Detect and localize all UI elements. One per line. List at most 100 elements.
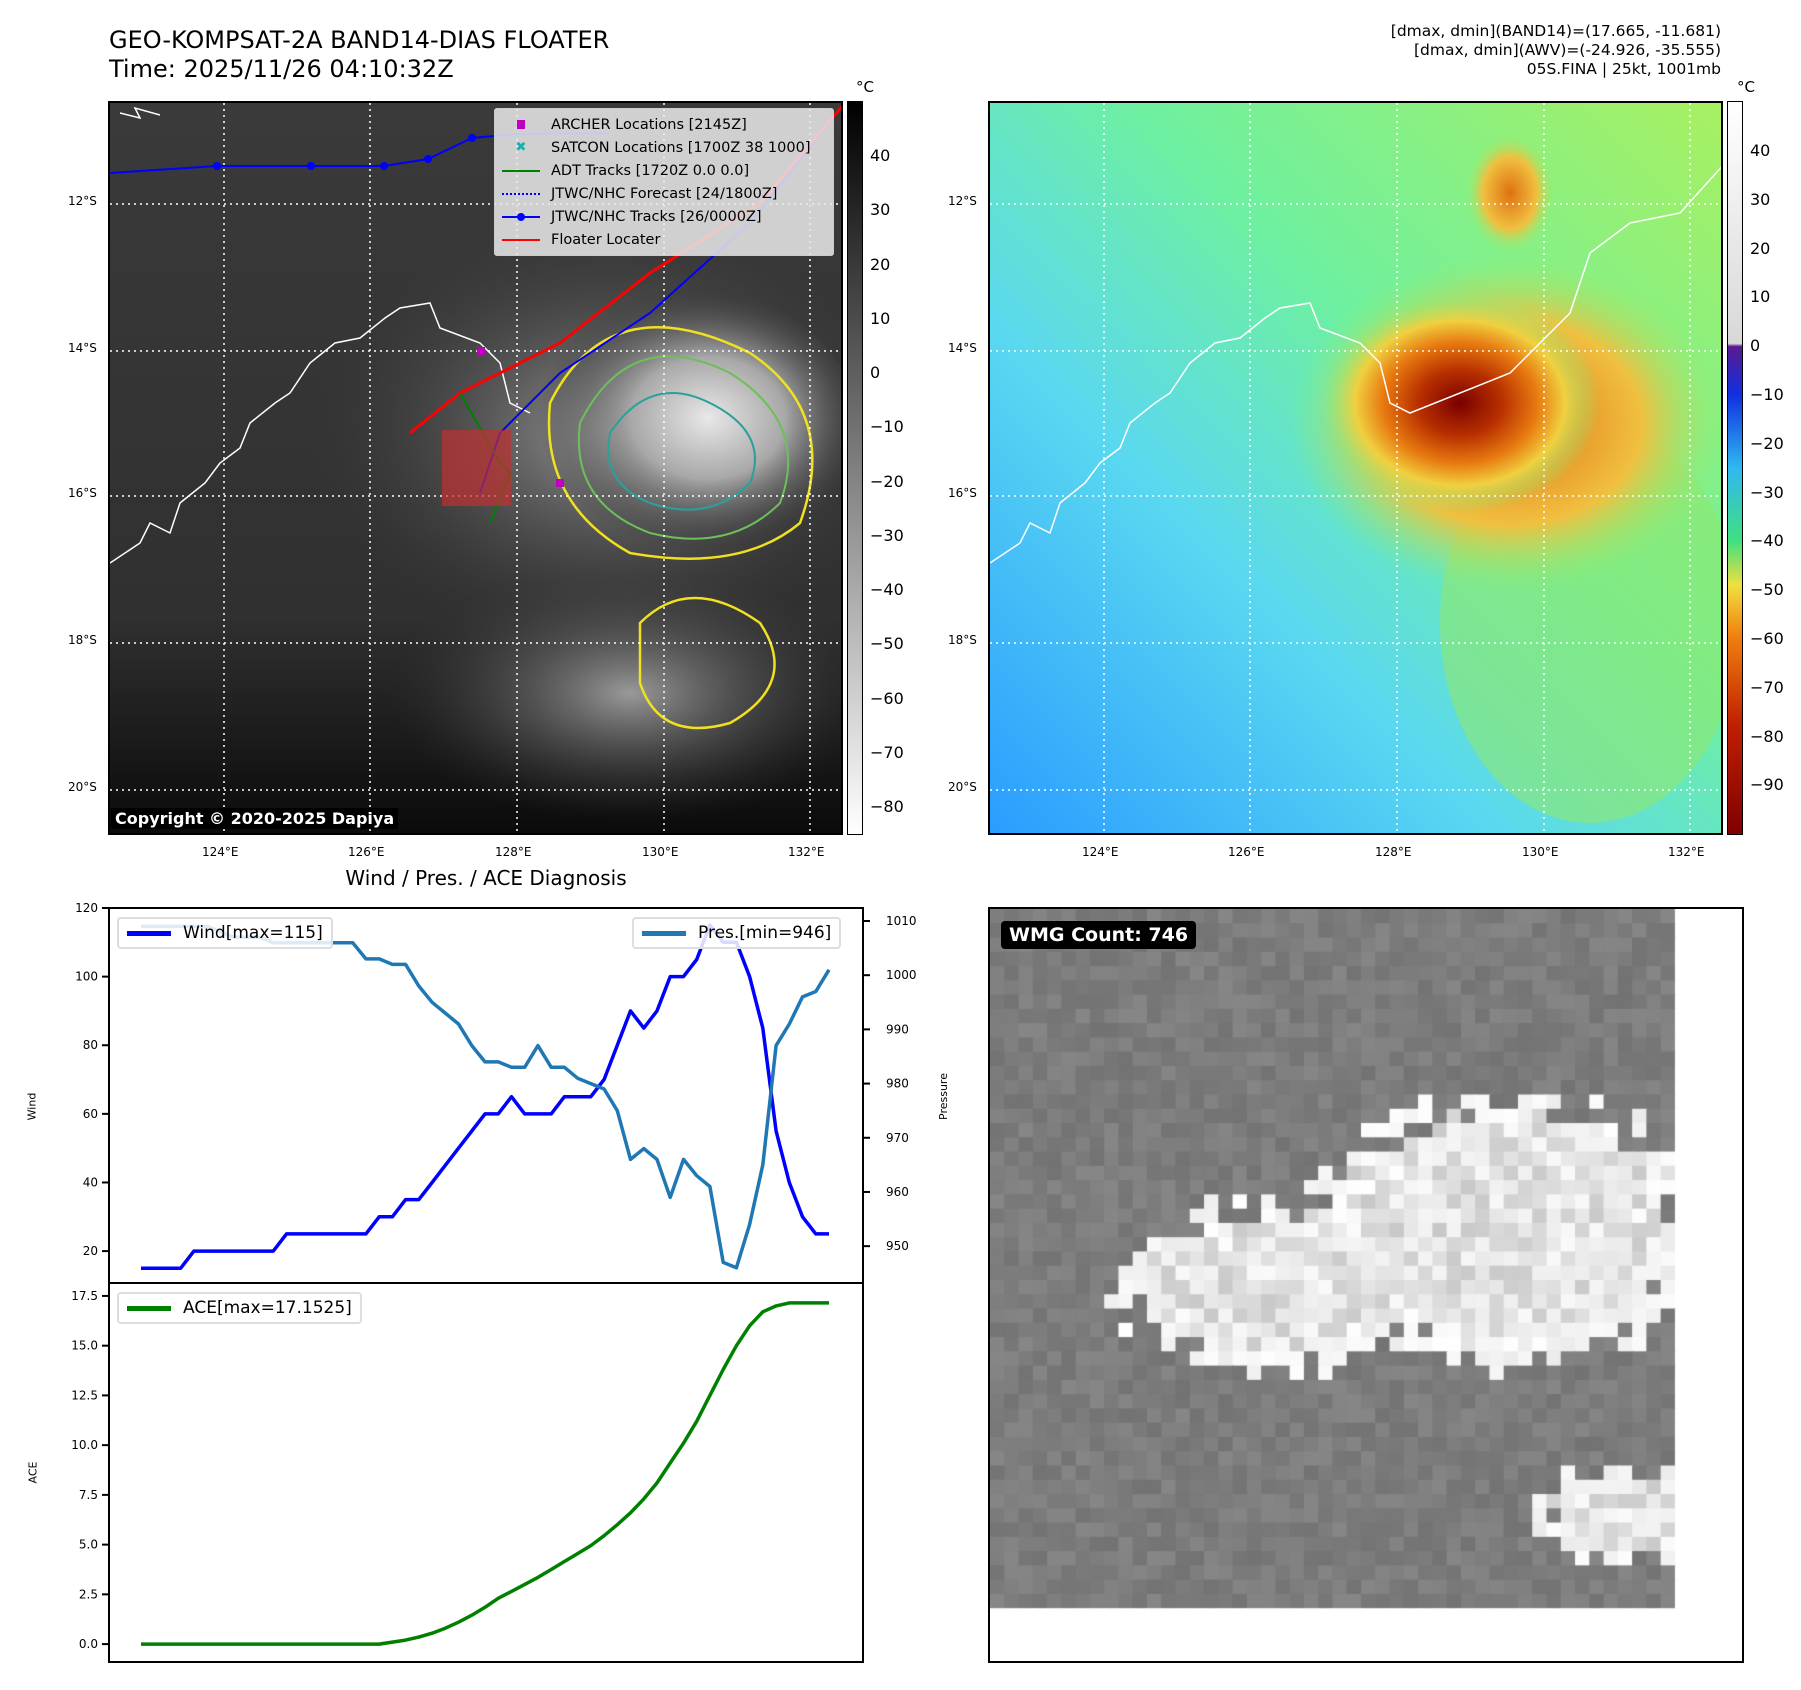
pressure-line-icon: [642, 930, 686, 936]
colorbar-tick-label: 30: [1750, 189, 1771, 209]
colorbar-tick-label: −80: [870, 797, 904, 816]
colorbar-tick-label: 0: [870, 363, 881, 382]
diagnosis-title: Wind / Pres. / ACE Diagnosis: [345, 866, 627, 890]
square-marker-icon: [501, 120, 541, 130]
wmg-panel: [988, 907, 1744, 1663]
info-block: [dmax, dmin](BAND14)=(17.665, -11.681) […: [1391, 22, 1721, 79]
lon-tick-label: 132°E: [788, 845, 825, 859]
pressure-line: [141, 924, 831, 1270]
legend-item-adt: ADT Tracks [1720Z 0.0 0.0]: [501, 159, 827, 182]
wind-tick-label: 60: [83, 1107, 98, 1121]
pressure-tick-label: 950: [886, 1239, 909, 1253]
ace-legend: ACE[max=17.1525]: [117, 1292, 362, 1324]
colorbar-tick-label: 40: [870, 146, 891, 165]
legend-item-floater: Floater Locater: [501, 228, 827, 251]
lat-tick-label: 20°S: [68, 780, 97, 794]
legend-label: Pres.[min=946]: [698, 923, 832, 943]
colorbar-tick-label: 30: [870, 200, 891, 220]
wind-tick-label: 80: [83, 1038, 98, 1052]
ace-line: [141, 1301, 829, 1646]
colorbar-tick-label: −90: [1750, 775, 1784, 795]
lon-tick-label: 124°E: [1082, 845, 1119, 859]
ace-tick-label: 10.0: [71, 1438, 98, 1452]
colorbar-tick-label: 10: [1750, 287, 1771, 307]
lat-tick-label: 14°S: [68, 341, 97, 355]
colorbar-tick-label: −40: [870, 580, 904, 599]
colorbar-tick-label: −60: [1750, 629, 1784, 648]
colorbar-tick-label: −20: [1750, 433, 1784, 453]
left-colorbar: [847, 101, 863, 835]
copyright-label: Copyright © 2020-2025 Dapiya: [111, 808, 399, 829]
solid-line-icon: [501, 235, 541, 245]
colorbar-tick-label: 0: [1750, 336, 1761, 356]
map-legend: ARCHER Locations [2145Z] ✖ SATCON Locatio…: [494, 108, 834, 256]
colorbar-tick-label: −70: [870, 742, 904, 762]
legend-label: SATCON Locations [1700Z 38 1000]: [551, 139, 811, 156]
ace-tick-label: 0.0: [79, 1637, 98, 1651]
lon-tick-label: 124°E: [202, 845, 239, 859]
legend-item-satcon: ✖ SATCON Locations [1700Z 38 1000]: [501, 136, 827, 159]
lat-tick-label: 12°S: [68, 194, 97, 208]
dotted-line-icon: [501, 189, 541, 199]
colorbar-tick-label: −10: [1750, 385, 1784, 404]
right-colorbar: [1727, 101, 1743, 835]
solid-line-icon: [501, 166, 541, 176]
legend-label: JTWC/NHC Forecast [24/1800Z]: [551, 185, 778, 202]
legend-label: ADT Tracks [1720Z 0.0 0.0]: [551, 162, 750, 179]
legend-item-forecast: JTWC/NHC Forecast [24/1800Z]: [501, 182, 827, 205]
pressure-tick-label: 1000: [886, 968, 917, 982]
pressure-legend: Pres.[min=946]: [632, 917, 842, 949]
lon-tick-label: 128°E: [495, 845, 532, 859]
legend-label: Floater Locater: [551, 231, 661, 248]
wind-line-icon: [127, 930, 171, 936]
lon-tick-label: 132°E: [1668, 845, 1705, 859]
figure-title: GEO-KOMPSAT-2A BAND14-DIAS FLOATER Time:…: [109, 26, 609, 84]
wind-tick-label: 120: [75, 901, 98, 915]
title-line: GEO-KOMPSAT-2A BAND14-DIAS FLOATER: [109, 26, 610, 54]
pressure-tick-label: 970: [886, 1131, 909, 1145]
legend-label: ARCHER Locations [2145Z]: [551, 116, 747, 133]
pressure-tick-label: 980: [886, 1077, 909, 1091]
floater-box: [442, 430, 511, 506]
lon-tick-label: 130°E: [1522, 845, 1559, 859]
awv-range: [dmax, dmin](AWV)=(-24.926, -35.555): [1414, 41, 1721, 59]
wind-legend: Wind[max=115]: [117, 917, 333, 949]
line-dot-icon: [501, 212, 541, 222]
colorbar-tick-label: −30: [870, 525, 904, 545]
lat-tick-label: 20°S: [948, 780, 977, 794]
colorbar-tick-label: −40: [1750, 531, 1784, 551]
ace-tick-label: 17.5: [71, 1289, 98, 1303]
colorbar-tick-label: 10: [870, 308, 891, 328]
band14-range: [dmax, dmin](BAND14)=(17.665, -11.681): [1390, 22, 1721, 40]
ace-tick-label: 12.5: [71, 1388, 98, 1402]
lon-tick-label: 126°E: [1228, 845, 1265, 859]
pressure-tick-label: 960: [886, 1185, 909, 1199]
storm-info: 05S.FINA | 25kt, 1001mb: [1526, 60, 1721, 78]
pressure-tick-label: 1010: [886, 914, 917, 928]
right-colorbar-unit: °C: [1737, 78, 1755, 96]
awv-imagery: [990, 103, 1721, 833]
colorbar-tick-label: 20: [870, 254, 891, 274]
lon-tick-label: 128°E: [1375, 845, 1412, 859]
colorbar-tick-label: −10: [870, 417, 904, 437]
colorbar-tick-label: 20: [1750, 238, 1771, 258]
colorbar-tick-label: −80: [1750, 726, 1784, 746]
coastline: [990, 166, 1721, 564]
wmg-count-badge: WMG Count: 746: [1001, 921, 1197, 949]
pressure-tick-label: 990: [886, 1022, 909, 1036]
legend-label: ACE[max=17.1525]: [183, 1298, 352, 1318]
ace-tick-label: 2.5: [79, 1587, 98, 1601]
colorbar-tick-label: −70: [1750, 677, 1784, 697]
wind-tick-label: 100: [75, 970, 98, 984]
pressure-axis-label: Pressure: [936, 1073, 950, 1120]
legend-item-archer: ARCHER Locations [2145Z]: [501, 113, 827, 136]
ace-line-icon: [127, 1305, 171, 1311]
lat-tick-label: 16°S: [68, 486, 97, 500]
colorbar-tick-label: −50: [1750, 580, 1784, 600]
ace-tick-label: 7.5: [79, 1488, 98, 1502]
lat-tick-label: 14°S: [948, 341, 977, 355]
colorbar-tick-label: −30: [1750, 482, 1784, 502]
lon-tick-label: 130°E: [642, 845, 679, 859]
ace-tick-label: 5.0: [79, 1538, 98, 1552]
coastline: [110, 302, 531, 564]
